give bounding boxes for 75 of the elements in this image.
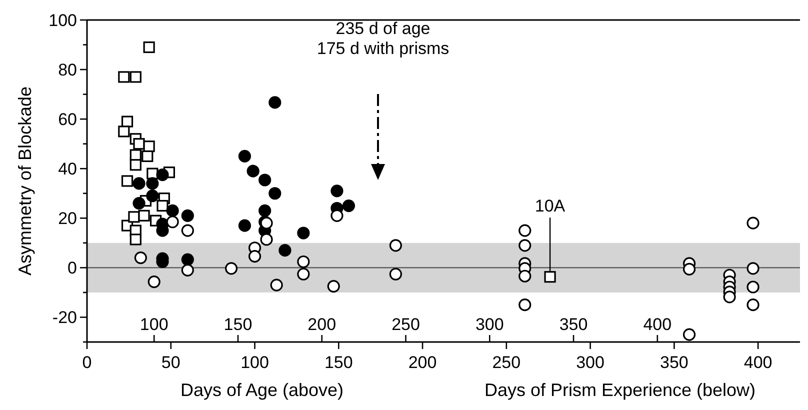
point bbox=[134, 251, 147, 264]
point bbox=[544, 271, 556, 283]
x-tick-label: 200 bbox=[408, 353, 437, 372]
point bbox=[268, 96, 282, 109]
point bbox=[518, 298, 532, 312]
x-tick-label: 400 bbox=[744, 353, 772, 372]
x-tick-label: 350 bbox=[660, 353, 688, 372]
point bbox=[268, 187, 282, 200]
point bbox=[181, 264, 194, 276]
point bbox=[258, 204, 272, 218]
point bbox=[130, 71, 142, 83]
point bbox=[258, 174, 272, 186]
y-tick-label: 60 bbox=[58, 110, 77, 130]
point bbox=[181, 224, 194, 237]
point bbox=[746, 280, 760, 294]
point bbox=[238, 219, 251, 232]
point bbox=[118, 71, 130, 83]
point bbox=[389, 239, 402, 252]
y-tick-label: 40 bbox=[58, 160, 77, 179]
point bbox=[682, 262, 696, 276]
x-tick-label: 100 bbox=[240, 353, 269, 372]
annotation: 235 d of age 175 d with prisms bbox=[316, 19, 450, 58]
x-tick-label: 150 bbox=[324, 353, 353, 372]
y-tick-label: 20 bbox=[58, 209, 77, 228]
point bbox=[132, 196, 146, 210]
point bbox=[143, 41, 155, 54]
point bbox=[278, 244, 292, 257]
point bbox=[389, 268, 402, 280]
point bbox=[146, 190, 159, 202]
y-tick-label: 80 bbox=[58, 60, 77, 80]
point bbox=[746, 298, 760, 312]
y-tick-label: -20 bbox=[52, 308, 77, 328]
x2-axis-title: Days of Age (above) bbox=[180, 380, 344, 400]
point bbox=[238, 150, 251, 163]
point bbox=[746, 262, 760, 275]
x2-tick-label: 100 bbox=[140, 315, 168, 334]
point bbox=[297, 226, 310, 240]
x2-tick-label: 150 bbox=[224, 315, 252, 334]
y-axis-title: Asymmetry of Blockade bbox=[15, 86, 35, 276]
x2-tick-label: 400 bbox=[643, 315, 672, 334]
annotation: 10A bbox=[534, 196, 566, 216]
point bbox=[146, 177, 159, 190]
y-tick-label: 100 bbox=[48, 10, 77, 30]
point bbox=[723, 290, 736, 304]
x-tick-label: 0 bbox=[82, 353, 92, 372]
point bbox=[156, 200, 168, 212]
point bbox=[248, 250, 262, 263]
point bbox=[121, 175, 134, 187]
point bbox=[246, 164, 260, 178]
point bbox=[327, 280, 340, 293]
point bbox=[518, 239, 532, 252]
point bbox=[297, 255, 310, 268]
x2-tick-label: 200 bbox=[308, 315, 336, 334]
x2-tick-label: 300 bbox=[475, 315, 504, 334]
point bbox=[518, 270, 532, 282]
point bbox=[518, 224, 532, 237]
point bbox=[132, 177, 146, 190]
point bbox=[130, 234, 142, 246]
point bbox=[342, 199, 356, 212]
x-tick-label: 250 bbox=[492, 353, 521, 372]
x-tick-label: 300 bbox=[576, 353, 604, 372]
point bbox=[156, 168, 169, 182]
point bbox=[181, 209, 194, 222]
point bbox=[330, 184, 344, 198]
x2-tick-label: 350 bbox=[559, 315, 588, 334]
point bbox=[297, 268, 310, 280]
x-tick-label: 50 bbox=[161, 353, 180, 372]
point bbox=[166, 204, 179, 218]
x-axis-title: Days of Prism Experience (below) bbox=[484, 380, 756, 400]
point bbox=[181, 253, 194, 266]
y-tick-label: 0 bbox=[68, 258, 77, 278]
point bbox=[270, 278, 283, 292]
x2-tick-label: 250 bbox=[392, 315, 420, 334]
point bbox=[148, 276, 160, 288]
point bbox=[224, 262, 238, 275]
